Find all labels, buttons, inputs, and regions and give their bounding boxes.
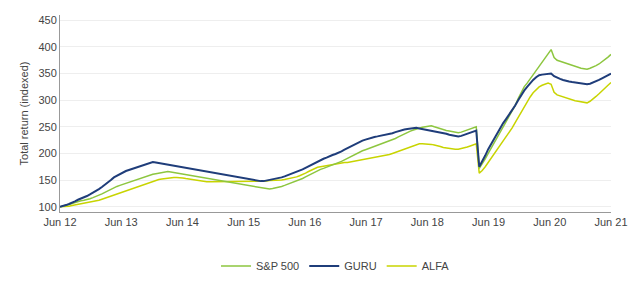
svg-text:Jun 19: Jun 19 — [472, 216, 505, 228]
svg-text:450: 450 — [38, 14, 56, 26]
svg-text:Jun 14: Jun 14 — [166, 216, 199, 228]
svg-text:300: 300 — [38, 94, 56, 106]
svg-text:350: 350 — [38, 67, 56, 79]
svg-text:250: 250 — [38, 121, 56, 133]
svg-text:100: 100 — [38, 201, 56, 213]
svg-text:Total return (indexed): Total return (indexed) — [18, 62, 30, 166]
svg-text:200: 200 — [38, 147, 56, 159]
svg-text:Jun 15: Jun 15 — [227, 216, 260, 228]
svg-text:Jun 18: Jun 18 — [411, 216, 444, 228]
svg-text:400: 400 — [38, 41, 56, 53]
svg-text:ALFA: ALFA — [422, 260, 450, 272]
svg-text:GURU: GURU — [344, 260, 376, 272]
svg-text:Jun 20: Jun 20 — [533, 216, 566, 228]
svg-text:Jun 21: Jun 21 — [594, 216, 627, 228]
svg-text:Jun 13: Jun 13 — [105, 216, 138, 228]
svg-text:Jun 16: Jun 16 — [288, 216, 321, 228]
svg-text:150: 150 — [38, 174, 56, 186]
svg-text:S&P 500: S&P 500 — [256, 260, 299, 272]
svg-text:Jun 12: Jun 12 — [43, 216, 76, 228]
svg-text:Jun 17: Jun 17 — [350, 216, 383, 228]
